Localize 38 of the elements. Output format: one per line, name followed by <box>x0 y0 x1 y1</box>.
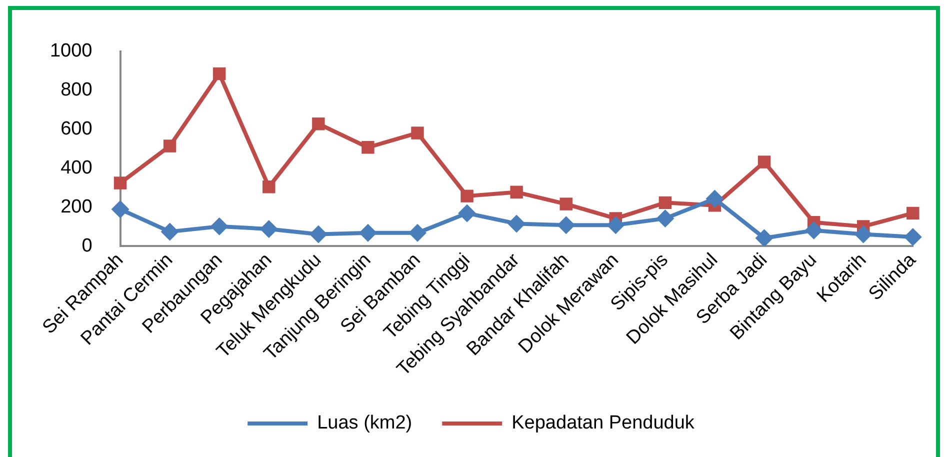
y-tick-label: 1000 <box>50 40 92 62</box>
point <box>656 209 674 228</box>
legend-label: Kepadatan Penduduk <box>512 412 695 434</box>
point <box>160 222 179 241</box>
y-tick-label: 0 <box>82 235 92 256</box>
point <box>804 221 823 240</box>
y-tick-label: 400 <box>60 157 92 178</box>
point <box>508 214 526 233</box>
point <box>557 216 576 234</box>
point <box>312 117 325 130</box>
point <box>114 176 127 190</box>
point <box>854 225 872 244</box>
point <box>904 228 922 246</box>
point <box>758 156 771 168</box>
point <box>262 180 276 194</box>
y-tick-label: 200 <box>60 196 92 218</box>
y-tick-label: 800 <box>60 80 92 101</box>
point <box>755 229 774 246</box>
point <box>606 216 625 234</box>
point <box>560 198 572 210</box>
point <box>212 67 226 80</box>
point <box>658 196 672 210</box>
point <box>362 141 374 154</box>
point <box>163 140 176 152</box>
point <box>358 224 377 242</box>
point <box>460 190 474 202</box>
point <box>309 225 328 244</box>
point <box>510 186 523 199</box>
point <box>906 206 920 220</box>
point <box>210 217 228 236</box>
point <box>411 126 424 140</box>
point <box>408 224 426 242</box>
point <box>458 204 476 222</box>
legend-label: Luas (km2) <box>317 412 412 434</box>
point <box>706 190 724 208</box>
point <box>111 200 130 218</box>
y-tick-label: 600 <box>60 118 92 140</box>
point <box>260 220 278 238</box>
